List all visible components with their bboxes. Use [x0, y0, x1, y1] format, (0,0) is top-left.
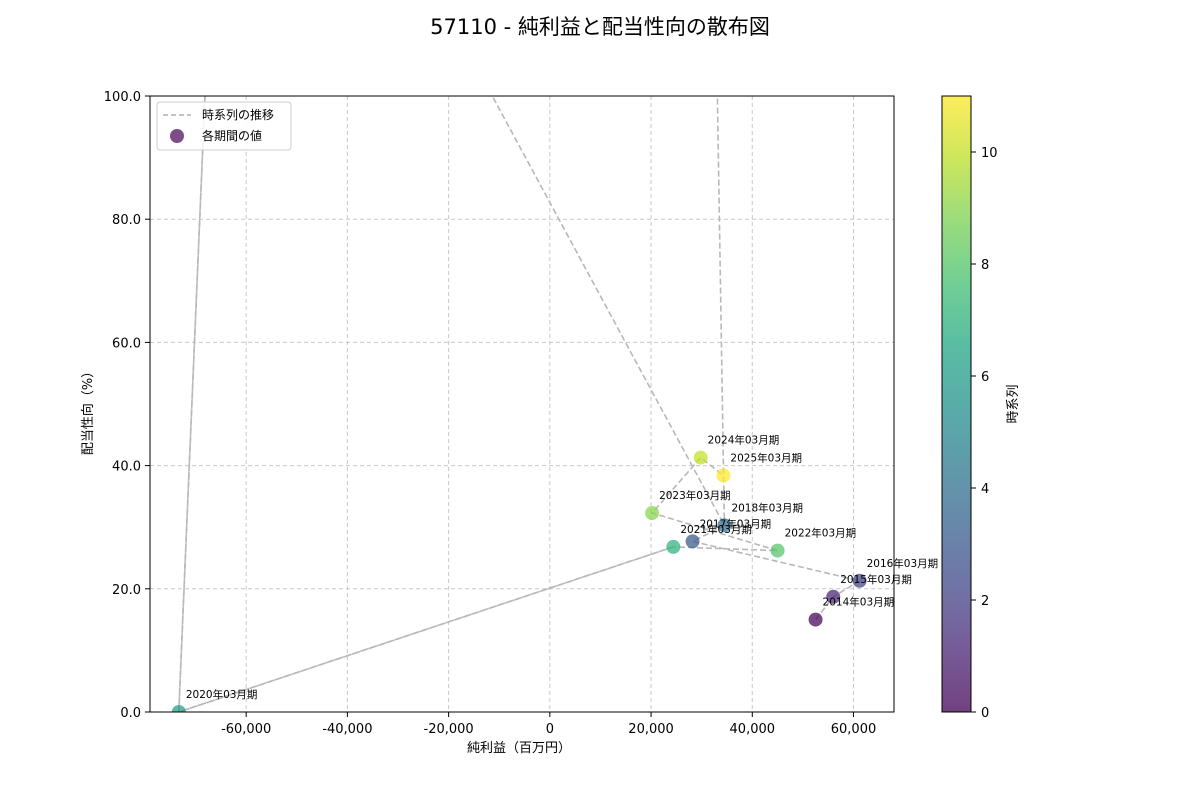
data-point: [770, 543, 785, 558]
data-point-label: 2024年03月期: [708, 434, 780, 447]
data-point-label: 2016年03月期: [867, 557, 939, 570]
legend-marker-label: 各期間の値: [202, 128, 262, 143]
x-tick-label: -60,000: [221, 722, 271, 737]
y-tick-label: 20.0: [112, 583, 141, 598]
data-point-label: 2018年03月期: [731, 501, 803, 514]
data-point: [685, 534, 700, 549]
y-axis-label: 配当性向（%）: [80, 365, 96, 455]
x-tick-label: 60,000: [831, 722, 877, 737]
colorbar-tick-label: 8: [981, 258, 989, 273]
data-point: [716, 468, 731, 483]
data-point-label: 2015年03月期: [840, 573, 912, 586]
legend-line-label: 時系列の推移: [202, 108, 274, 122]
grid: [150, 95, 894, 713]
x-tick-label: 40,000: [730, 722, 776, 737]
legend: 時系列の推移 各期間の値: [156, 101, 292, 151]
colorbar-tick-label: 10: [981, 146, 998, 161]
data-point: [826, 589, 841, 604]
point-labels: 2014年03月期 2015年03月期 2016年03月期 2017年03月期 2018…: [186, 434, 938, 701]
data-point-label: 2017年03月期: [700, 517, 772, 530]
y-tick-label: 60.0: [112, 336, 141, 351]
legend-box: [156, 101, 292, 151]
colorbar-gradient: [941, 95, 972, 713]
time-series-line-offscale: [177, 96, 726, 712]
data-point: [808, 612, 823, 627]
data-point-label: 2023年03月期: [659, 489, 731, 502]
colorbar: 0 2 4 6 8 10 時系列: [941, 95, 1021, 721]
data-point: [645, 506, 660, 521]
data-point: [852, 573, 867, 588]
legend-marker-swatch: [170, 129, 184, 143]
data-point-label: 2025年03月期: [730, 451, 802, 464]
colorbar-label: 時系列: [1006, 384, 1021, 423]
data-point-label: 2014年03月期: [823, 596, 895, 609]
data-point: [693, 450, 708, 465]
x-tick-label: -20,000: [424, 722, 474, 737]
colorbar-tick-label: 4: [981, 482, 989, 497]
data-point-label: 2022年03月期: [785, 527, 857, 540]
data-point-label: 2020年03月期: [186, 688, 258, 701]
colorbar-tick-label: 0: [981, 706, 989, 721]
colorbar-tick-label: 6: [981, 370, 989, 385]
x-tick-label: -40,000: [322, 722, 372, 737]
y-tick-label: 100.0: [104, 90, 141, 105]
y-tick-label: 80.0: [112, 213, 141, 228]
x-tick-label: 0: [546, 722, 554, 737]
data-point-label: 2021年03月期: [680, 523, 752, 536]
data-point: [666, 539, 681, 554]
colorbar-tick-label: 2: [981, 594, 989, 609]
y-tick-label: 40.0: [112, 460, 141, 475]
x-axis-ticks: -60,000 -40,000 -20,000 0 20,000 40,000 60,000: [221, 712, 876, 737]
y-axis-ticks: 0.0 20.0 40.0 60.0 80.0 100.0: [104, 90, 150, 721]
data-point: [717, 518, 732, 533]
plot-frame: [149, 95, 895, 713]
points: [171, 450, 867, 712]
y-tick-label: 0.0: [120, 706, 141, 721]
chart-title: 57110 - 純利益と配当性向の散布図: [430, 15, 770, 39]
data-point: [171, 705, 186, 712]
x-axis-label: 純利益（百万円）: [467, 741, 571, 756]
x-tick-label: 20,000: [628, 722, 674, 737]
colorbar-ticks: 0 2 4 6 8 10: [971, 146, 998, 721]
